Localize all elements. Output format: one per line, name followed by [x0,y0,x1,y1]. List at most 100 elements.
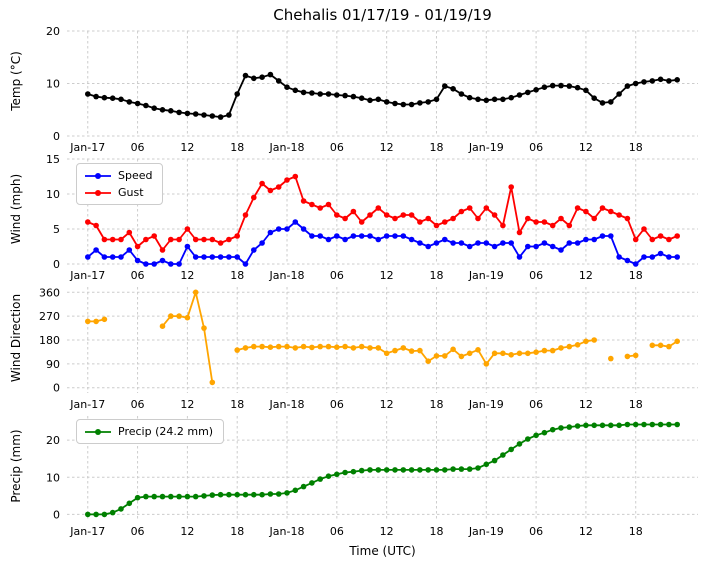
data-point-marker [491,457,498,464]
data-point-marker [375,467,382,473]
data-point-marker [574,84,581,91]
series-line-temp [87,73,678,118]
data-point-marker [450,346,456,353]
data-point-marker [508,184,514,190]
data-point-marker [516,254,523,260]
x-tick-label: Jan-17 [69,398,105,411]
legend-label-speed: Speed [118,169,153,182]
data-point-marker [475,347,481,353]
x-tick-label: Jan-19 [468,141,504,154]
data-point-marker [350,93,357,100]
data-point-marker [292,345,299,351]
data-point-marker [85,91,91,97]
x-tick-label: Jan-17 [69,269,105,282]
data-point-marker [342,469,348,476]
data-point-marker [541,84,548,90]
data-point-marker [508,240,514,246]
data-point-marker [109,254,116,260]
data-point-marker [242,345,249,351]
data-point-marker [583,208,589,215]
data-point-marker [657,250,664,257]
data-point-marker [425,358,432,365]
data-point-marker [674,233,680,239]
data-point-marker [367,97,373,104]
data-point-marker [458,208,465,215]
speed-line-swatch [85,171,111,181]
data-point-marker [674,77,680,83]
data-point-marker [242,72,249,79]
data-point-marker [134,494,141,501]
x-tick-label: 18 [629,141,643,154]
x-tick-label: 12 [180,141,194,154]
data-point-marker [300,343,307,350]
legend-label-gust: Gust [118,186,144,199]
data-point-marker [259,180,265,187]
data-point-marker [558,345,564,351]
data-point-marker [292,173,299,180]
data-point-marker [525,436,531,442]
data-point-marker [317,233,324,239]
data-point-marker [475,96,481,103]
data-point-marker [159,323,166,330]
data-point-marker [334,344,340,351]
data-point-marker [317,343,324,350]
data-point-marker [549,82,556,89]
data-point-marker [118,236,124,243]
data-point-marker [168,313,174,319]
data-point-marker [583,236,589,243]
data-point-marker [466,243,473,250]
data-point-marker [491,243,498,250]
data-point-marker [217,254,224,260]
data-point-marker [608,422,614,429]
data-point-marker [442,353,448,359]
precip-line-swatch [85,427,111,437]
data-point-marker [375,205,382,211]
data-point-marker [400,212,407,218]
data-point-marker [367,212,373,218]
data-point-marker [342,92,348,99]
data-point-marker [251,343,257,350]
data-point-marker [93,247,99,253]
data-point-marker [234,233,240,239]
data-point-marker [192,289,199,296]
x-tick-label: 12 [579,269,593,282]
data-point-marker [284,490,290,496]
data-point-marker [151,261,157,267]
data-point-marker [516,441,523,447]
data-point-marker [450,86,456,92]
data-point-marker [242,491,249,498]
data-point-marker [433,467,440,473]
data-point-marker [209,379,216,386]
data-point-marker [251,194,257,201]
data-point-marker [118,96,124,103]
data-point-marker [442,467,448,473]
data-point-marker [500,452,506,458]
x-tick-label: 18 [629,269,643,282]
data-point-marker [666,343,672,350]
y-tick-label: 10 [46,78,60,91]
data-point-marker [85,219,91,225]
data-point-marker [516,92,523,98]
data-point-marker [267,187,274,194]
data-point-marker [134,257,141,264]
legend-label-precip: Precip (24.2 mm) [118,425,214,438]
data-point-marker [284,177,290,183]
data-point-marker [159,107,166,113]
y-tick-label: 20 [46,25,60,38]
y-tick-label: 15 [46,153,60,166]
data-point-marker [458,91,465,97]
data-point-marker [85,511,91,518]
data-point-marker [317,205,324,211]
data-point-marker [591,337,597,343]
data-point-marker [134,100,141,107]
data-point-marker [309,90,315,96]
data-point-marker [168,261,174,267]
x-tick-label: 18 [429,398,443,411]
x-tick-label: 12 [180,269,194,282]
data-point-marker [408,101,415,108]
data-point-marker [159,257,166,264]
data-point-marker [309,201,315,208]
data-point-marker [325,201,332,208]
data-point-marker [408,467,415,473]
